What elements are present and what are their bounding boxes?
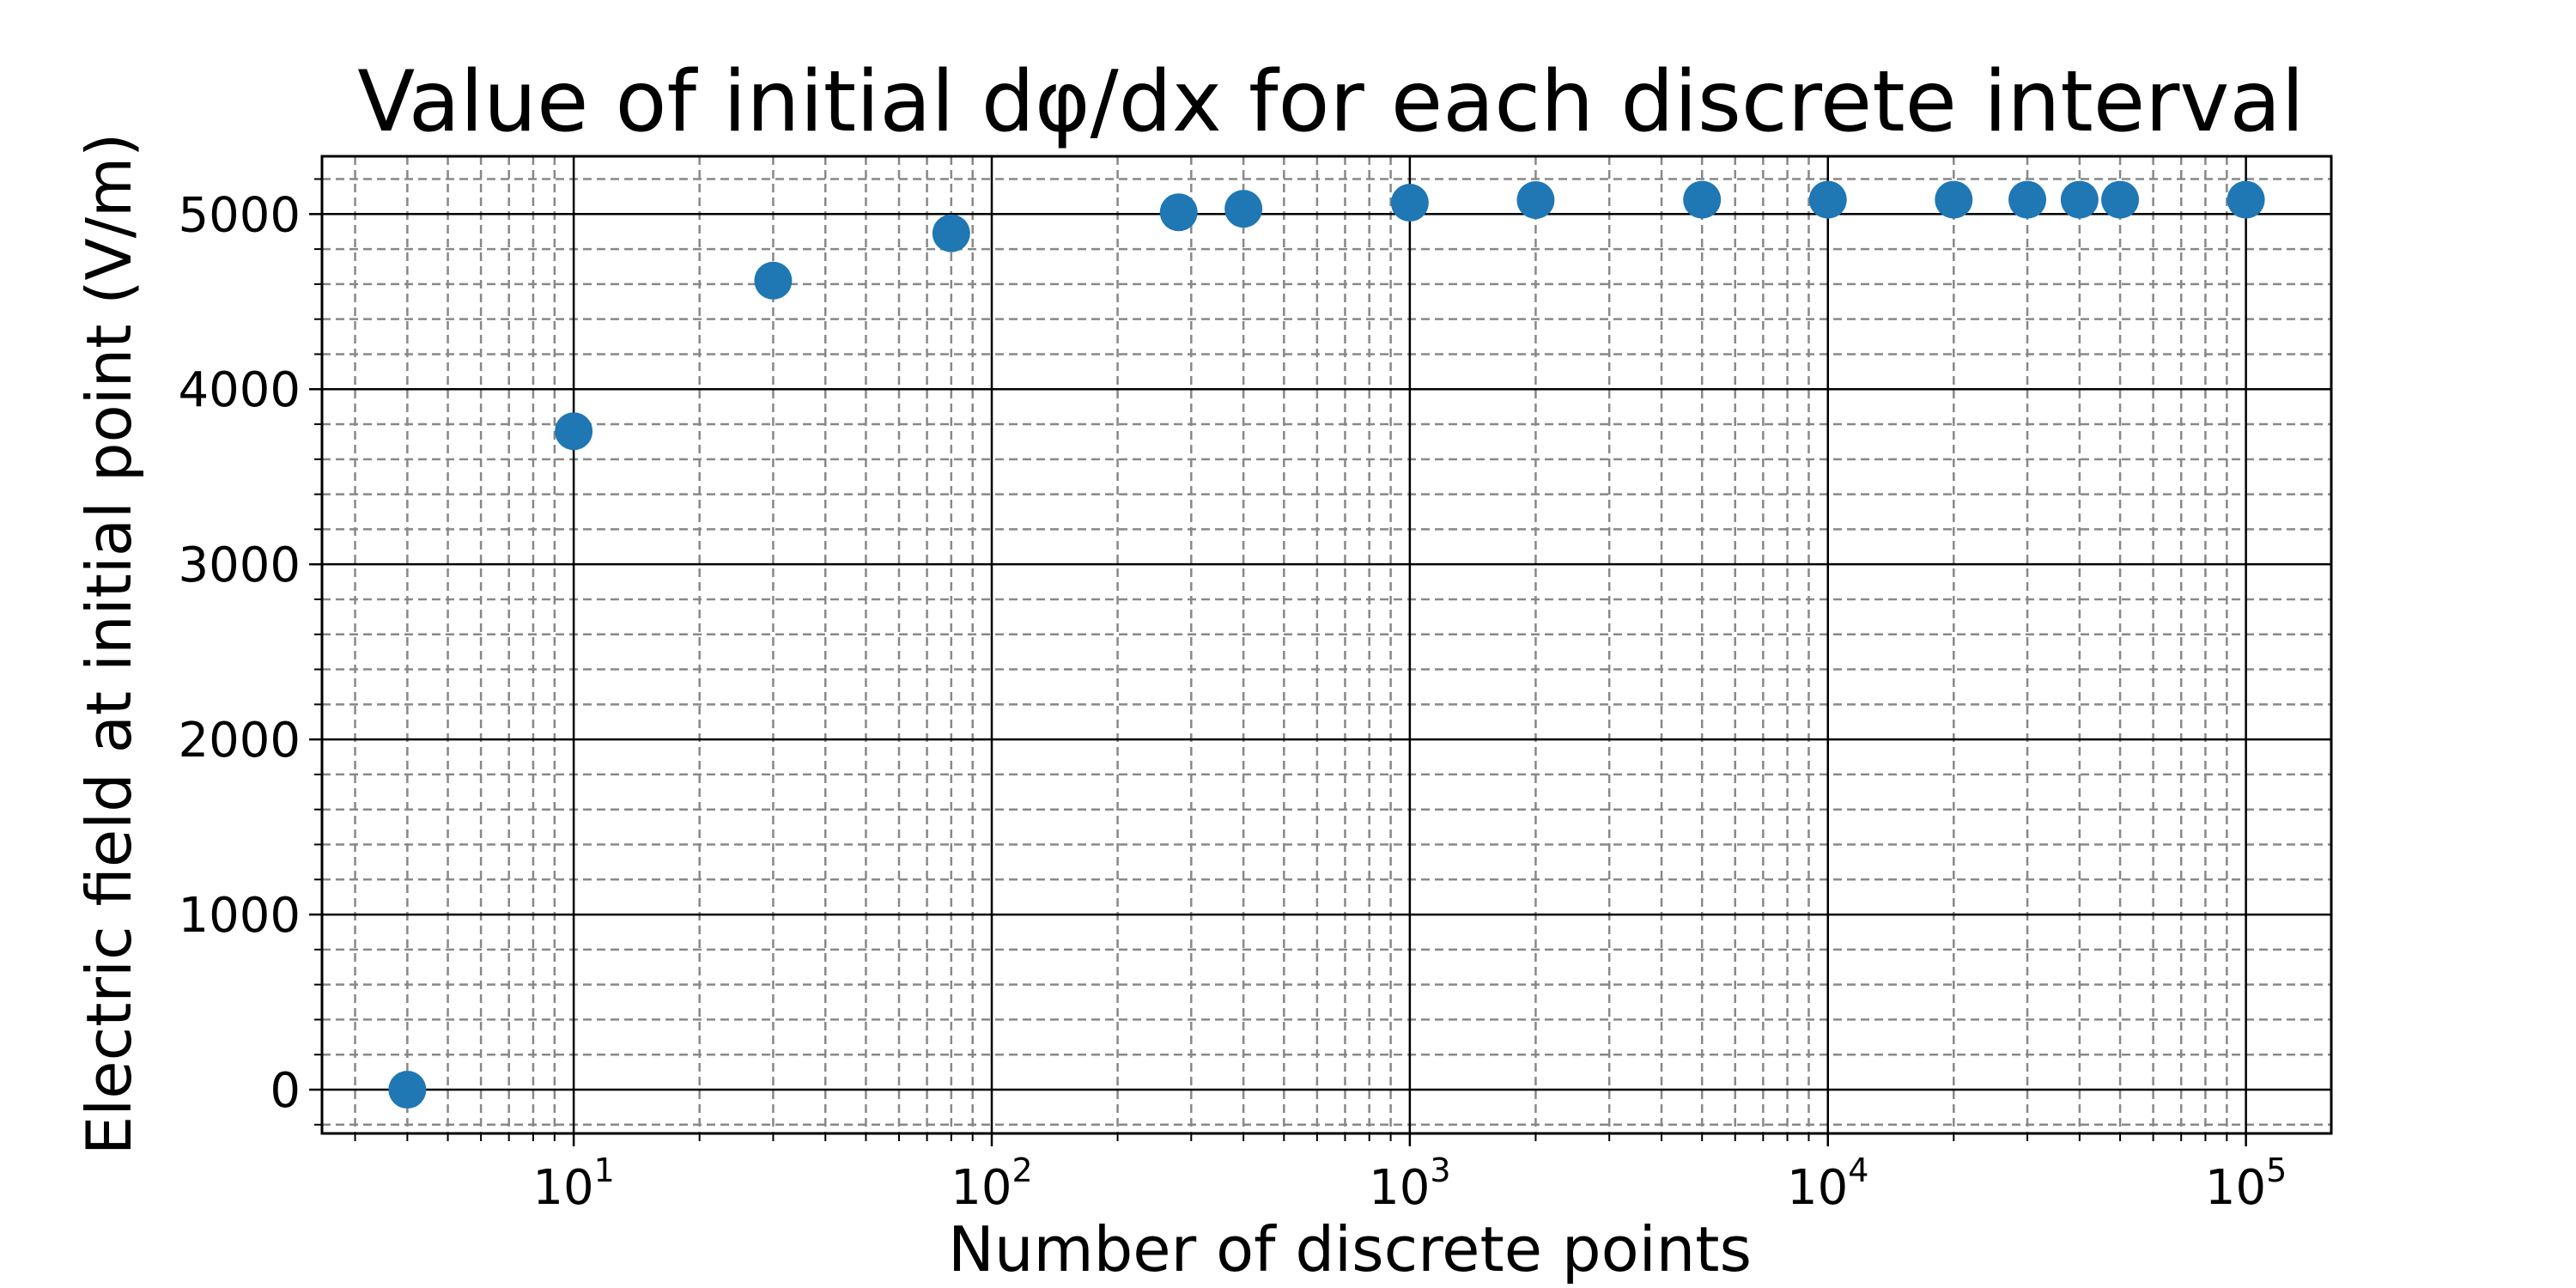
data-point bbox=[1516, 180, 1555, 219]
y-tick-label: 1000 bbox=[178, 888, 301, 944]
y-axis-label: Electric field at initial point (V/m) bbox=[73, 133, 145, 1155]
x-tick-label: 101 bbox=[532, 1151, 614, 1216]
y-axis-ticks: 0 1000 2000 3000 4000 5000 bbox=[178, 178, 322, 1126]
x-tick-label: 102 bbox=[951, 1151, 1032, 1216]
x-axis-ticks: 101 102 103 104 105 bbox=[354, 1133, 2287, 1216]
y-tick-label: 4000 bbox=[178, 362, 301, 418]
data-point bbox=[2227, 180, 2265, 219]
data-points bbox=[388, 180, 2265, 1109]
data-point bbox=[2060, 180, 2099, 219]
x-tick-label: 103 bbox=[1369, 1151, 1450, 1216]
y-tick-label: 3000 bbox=[178, 538, 301, 593]
data-point bbox=[1390, 184, 1429, 222]
major-gridlines bbox=[322, 156, 2331, 1133]
plot-frame bbox=[320, 155, 2333, 1135]
data-point bbox=[1224, 190, 1263, 228]
x-tick-label: 104 bbox=[1787, 1151, 1868, 1216]
data-point bbox=[754, 261, 793, 300]
data-point bbox=[2101, 180, 2140, 219]
data-point bbox=[1808, 180, 1847, 219]
data-point bbox=[1935, 180, 1973, 219]
y-tick-label: 5000 bbox=[178, 187, 301, 243]
chart-title: Value of initial dφ/dx for each discrete… bbox=[357, 53, 2304, 151]
data-point bbox=[1159, 193, 1198, 232]
y-tick-label: 2000 bbox=[178, 713, 301, 769]
y-tick-label: 0 bbox=[270, 1063, 301, 1119]
x-axis-label: Number of discrete points bbox=[948, 1213, 1752, 1285]
data-point bbox=[2008, 180, 2047, 219]
data-point bbox=[1683, 180, 1722, 219]
data-point bbox=[932, 214, 970, 252]
minor-gridlines bbox=[322, 156, 2331, 1133]
data-point bbox=[555, 412, 593, 451]
x-tick-label: 105 bbox=[2205, 1151, 2287, 1216]
data-point bbox=[388, 1071, 427, 1109]
